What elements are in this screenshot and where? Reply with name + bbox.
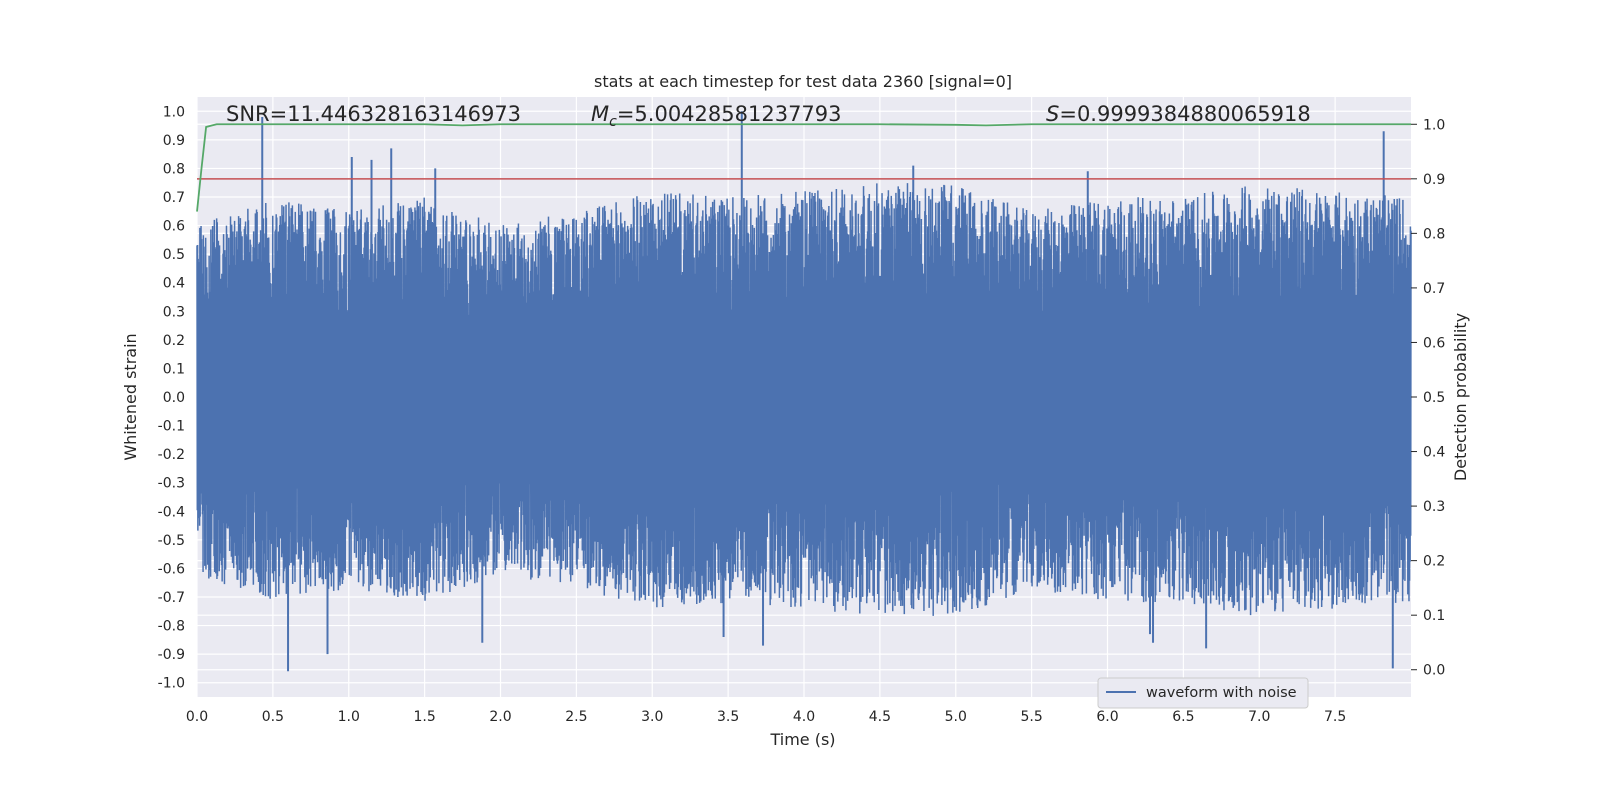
x-tick-label: 7.5 (1324, 709, 1346, 725)
y-left-tick-label: 0.1 (163, 361, 185, 377)
x-tick-label: 4.5 (869, 709, 891, 725)
y-left-tick-label: 1.0 (163, 104, 185, 120)
y-left-tick-label: -0.3 (158, 476, 185, 492)
s-value: =0.9999384880065918 (1059, 102, 1310, 126)
x-axis-ticks: 0.0 0.5 1.0 1.5 2.0 2.5 3.0 3.5 4.0 4.5 5.0 5.5 6.0 6… (186, 709, 1346, 725)
y-right-tick-label: 0.8 (1423, 226, 1445, 242)
y-left-tick-label: 0.7 (163, 190, 185, 206)
y-right-tick-label: 0.2 (1423, 554, 1445, 570)
y-right-tick-label: 0.3 (1423, 499, 1445, 515)
x-tick-label: 7.0 (1248, 709, 1270, 725)
legend-label: waveform with noise (1146, 685, 1297, 701)
chirp-mass-annotation: Mc=5.00428581237793 (591, 102, 842, 130)
x-tick-label: 3.5 (717, 709, 739, 725)
y-left-tick-label: 0.4 (163, 276, 185, 292)
x-tick-label: 2.0 (489, 709, 511, 725)
y-left-tick-label: -0.9 (158, 647, 185, 663)
y-right-axis-label: Detection probability (1451, 313, 1470, 481)
x-tick-label: 5.0 (945, 709, 967, 725)
y-left-tick-label: -0.5 (158, 533, 185, 549)
y-left-axis-ticks: 1.0 0.9 0.8 0.7 0.6 0.5 0.4 0.3 0.2 0.1 0.0 -0.1 -0.… (158, 104, 185, 691)
y-left-tick-label: 0.3 (163, 304, 185, 320)
waveform-series (196, 183, 1412, 616)
chart-title: stats at each timestep for test data 236… (594, 72, 1012, 91)
y-left-tick-label: -0.1 (158, 419, 185, 435)
y-right-tick-label: 0.6 (1423, 335, 1445, 351)
y-left-tick-label: -0.6 (158, 561, 185, 577)
y-right-tick-label: 0.9 (1423, 172, 1445, 188)
y-right-tick-label: 0.7 (1423, 281, 1445, 297)
y-left-tick-label: 0.2 (163, 333, 185, 349)
y-left-tick-label: 0.9 (163, 133, 185, 149)
s-symbol: S (1046, 102, 1059, 126)
x-axis-label: Time (s) (769, 730, 835, 749)
x-tick-label: 1.5 (413, 709, 435, 725)
y-left-axis-label: Whitened strain (121, 333, 140, 460)
snr-annotation: SNR=11.446328163146973 (226, 102, 521, 126)
legend-box (1097, 677, 1309, 709)
mc-subscript: c (609, 114, 617, 130)
y-right-tick-label: 0.0 (1423, 663, 1445, 679)
waveform-spikes (261, 111, 1394, 672)
y-right-tick-label: 0.4 (1423, 445, 1445, 461)
x-tick-label: 0.5 (262, 709, 284, 725)
x-tick-label: 6.0 (1096, 709, 1118, 725)
y-left-tick-label: 0.0 (163, 390, 185, 406)
probability-series (196, 123, 1411, 212)
x-tick-label: 2.5 (565, 709, 587, 725)
y-right-tick-label: 1.0 (1423, 117, 1445, 133)
y-left-tick-label: 0.5 (163, 247, 185, 263)
y-left-tick-label: -0.8 (158, 619, 185, 635)
y-right-tick-label: 0.1 (1423, 608, 1445, 624)
y-left-tick-label: -0.4 (158, 504, 185, 520)
x-tick-label: 0.0 (186, 709, 208, 725)
y-left-tick-label: -0.2 (158, 447, 185, 463)
y-left-tick-label: 0.8 (163, 161, 185, 177)
mc-value: =5.00428581237793 (617, 102, 842, 126)
x-tick-label: 1.0 (338, 709, 360, 725)
y-right-tick-label: 0.5 (1423, 390, 1445, 406)
x-tick-label: 4.0 (793, 709, 815, 725)
x-tick-label: 5.5 (1020, 709, 1042, 725)
y-left-tick-label: -1.0 (158, 676, 185, 692)
s-annotation: S=0.9999384880065918 (1046, 102, 1311, 126)
legend: waveform with noise (1097, 677, 1309, 709)
x-tick-label: 3.0 (641, 709, 663, 725)
y-left-tick-label: 0.6 (163, 219, 185, 235)
y-left-tick-label: -0.7 (158, 590, 185, 606)
y-right-axis-ticks: 1.0 0.9 0.8 0.7 0.6 0.5 0.4 0.3 0.2 0.1 0.0 (1411, 117, 1445, 679)
mc-symbol: M (591, 102, 609, 126)
x-tick-label: 6.5 (1172, 709, 1194, 725)
